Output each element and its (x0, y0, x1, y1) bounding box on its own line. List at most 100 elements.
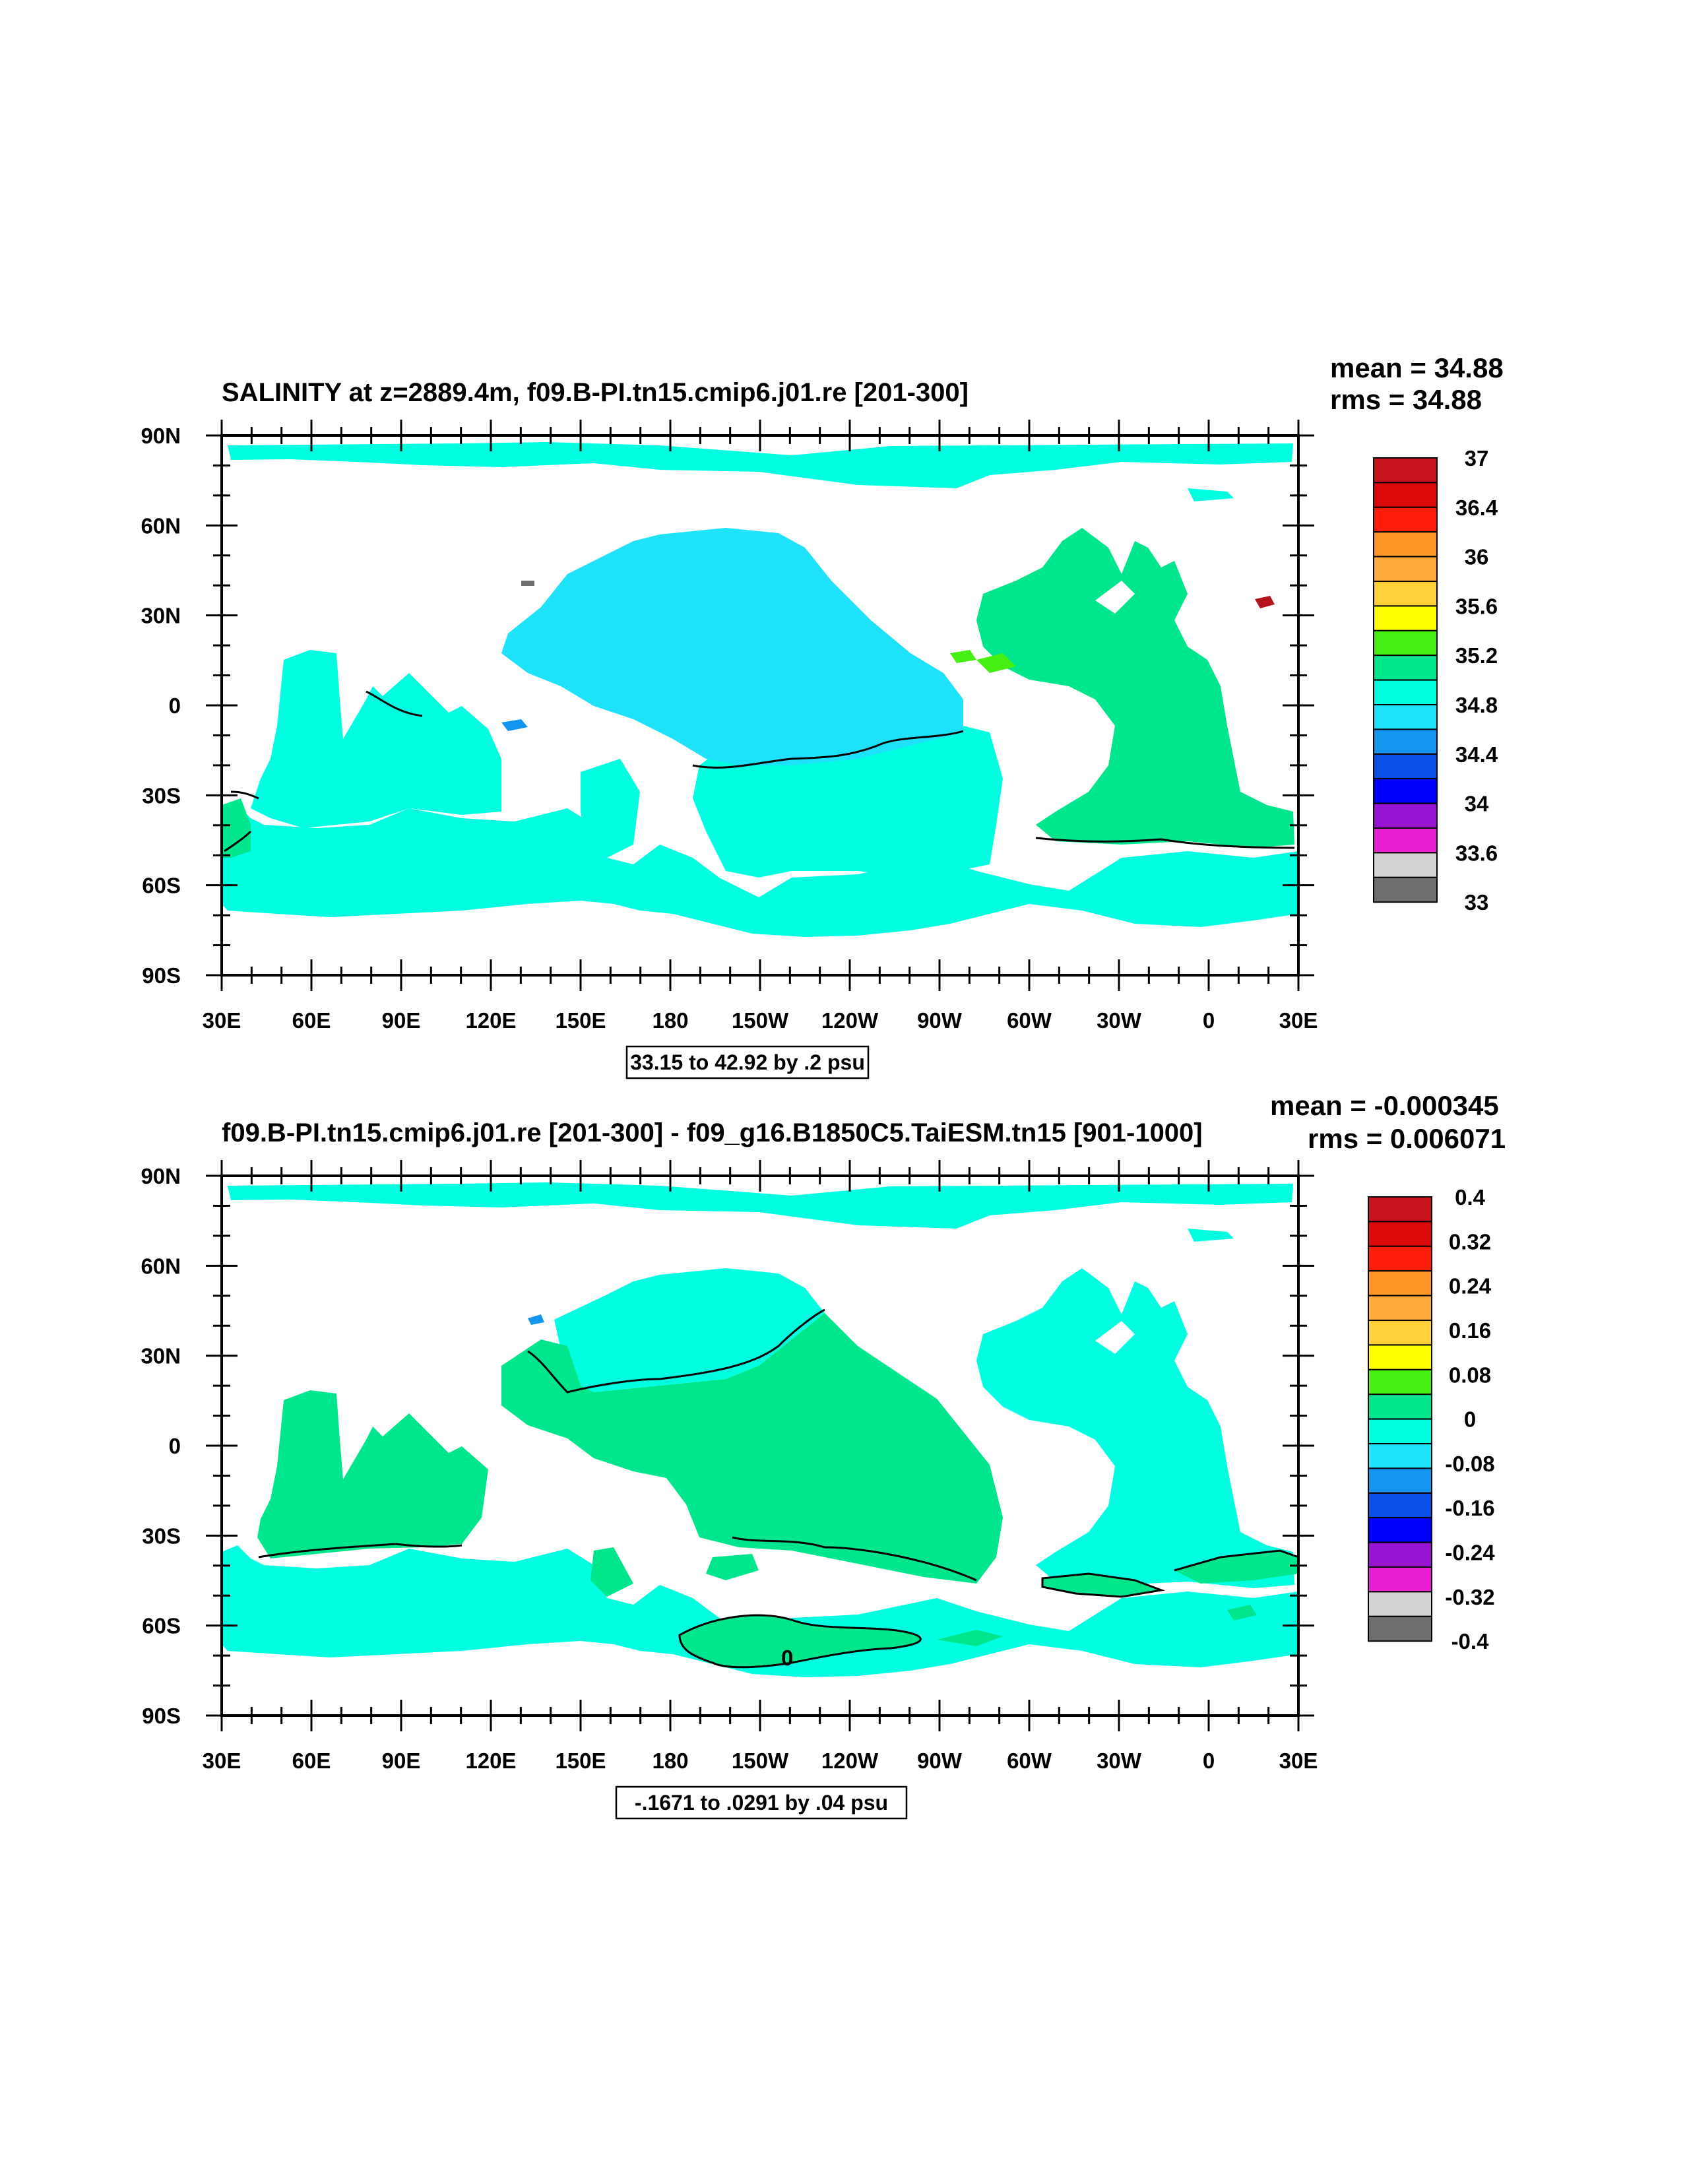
colorbar-label: 0 (1464, 1407, 1476, 1432)
mediterranean-patch (1255, 596, 1275, 608)
panel-2: f09.B-PI.tn15.cmip6.j01.re [201-300] - f… (141, 1090, 1506, 1820)
panel-2-lon-labels: 30E 60E 90E 120E 150E 180 150W 120W 90W 60W 30W 0 30… (203, 1749, 1318, 1773)
south-pacific-west (581, 759, 640, 858)
colorbar-box (1368, 1418, 1432, 1445)
north-pacific (501, 528, 963, 765)
southern-ocean (222, 805, 1298, 937)
panel-1-colorbar-labels: 37 36.4 36 35.6 35.2 34.8 34.4 34 33.6 33 (1455, 446, 1498, 915)
colorbar-box (1368, 1492, 1432, 1519)
colorbar-box (1373, 629, 1438, 657)
colorbar-box (1368, 1295, 1432, 1321)
colorbar-box (1368, 1344, 1432, 1370)
colorbar-box (1373, 605, 1438, 631)
colorbar-box (1368, 1245, 1432, 1272)
panel-1-lon-labels: 30E 60E 90E 120E 150E 180 150W 120W 90W 60W 30W 0 30… (203, 1008, 1318, 1033)
colorbar-box (1373, 778, 1438, 804)
southern-ocean-2 (222, 1545, 1298, 1677)
colorbar-box (1373, 556, 1438, 582)
colorbar-box (1373, 704, 1438, 730)
colorbar-label: -0.4 (1451, 1629, 1490, 1654)
lon-label: 150W (732, 1008, 789, 1033)
lon-label: 30E (1279, 1008, 1318, 1033)
panel-2-colorbar (1368, 1196, 1432, 1642)
lat-label: 60N (141, 513, 181, 538)
colorbar-label: -0.08 (1445, 1452, 1494, 1476)
panel-2-map: 0 (222, 1176, 1298, 1716)
colorbar-label: -0.32 (1445, 1585, 1494, 1609)
colorbar-label: 36 (1465, 545, 1489, 569)
panel-2-colorbar-labels: 0.4 0.32 0.24 0.16 0.08 0 -0.08 -0.16 -0.24 -0.32… (1445, 1185, 1495, 1654)
atlantic-ocean (976, 528, 1294, 848)
lon-label: 30E (203, 1749, 241, 1773)
indian-ocean (251, 650, 501, 828)
north-pacific-2 (554, 1268, 825, 1392)
colorbar-box (1368, 1443, 1432, 1469)
lon-label: 60W (1007, 1008, 1052, 1033)
lon-label: 120E (465, 1749, 516, 1773)
blue-patch (501, 719, 528, 731)
lon-label: 60E (292, 1008, 331, 1033)
colorbar-box (1373, 679, 1438, 705)
colorbar-label: 0.24 (1449, 1274, 1492, 1299)
panel-2-info-box (615, 1785, 908, 1820)
panel-2-rms: rms = 0.006071 (1308, 1123, 1506, 1154)
colorbar-box (1373, 728, 1438, 755)
colorbar-label: -0.16 (1445, 1496, 1494, 1520)
caribbean-patch (950, 650, 976, 663)
panel-1-lat-labels: 90N 60N 30N 0 30S 60S 90S (141, 424, 181, 988)
lon-label: 180 (652, 1008, 688, 1033)
lat-label: 0 (169, 693, 181, 718)
colorbar-label: 36.4 (1455, 496, 1498, 520)
pacific-green (501, 1313, 1003, 1584)
panel-1: SALINITY at z=2889.4m, f09.B-PI.tn15.cmi… (141, 352, 1504, 1079)
panel-1-colorbar (1373, 457, 1438, 903)
colorbar-box (1373, 482, 1438, 508)
lon-label: 30E (1279, 1749, 1318, 1773)
lon-label: 150E (555, 1749, 606, 1773)
colorbar-label: 37 (1465, 446, 1489, 470)
lat-label: 30S (142, 1524, 181, 1548)
colorbar-label: 35.6 (1455, 594, 1498, 618)
zero-contour-2 (258, 1308, 1298, 1669)
lat-label: 60S (142, 874, 181, 898)
colorbar-box (1368, 1320, 1432, 1346)
colorbar-box (1368, 1196, 1432, 1223)
lon-label: 120W (821, 1749, 879, 1773)
atlantic-ocean-2 (976, 1268, 1294, 1588)
colorbar-label: 35.2 (1455, 643, 1498, 668)
lat-label: 90S (142, 963, 181, 988)
colorbar-box (1368, 1394, 1432, 1420)
colorbar-label: 0.4 (1455, 1185, 1486, 1209)
panel-1-map (222, 435, 1298, 975)
panel-2-lat-labels: 90N 60N 30N 0 30S 60S 90S (141, 1164, 181, 1728)
lon-label: 120E (465, 1008, 516, 1033)
panel-2-mean: mean = -0.000345 (1270, 1090, 1499, 1121)
panel-2-info-text: -.1671 to .0291 by .04 psu (635, 1791, 888, 1815)
colorbar-box (1368, 1591, 1432, 1617)
colorbar-box (1368, 1517, 1432, 1543)
lat-label: 90N (141, 1164, 181, 1188)
colorbar-label: 34.4 (1455, 742, 1498, 767)
arctic-ocean-2 (228, 1182, 1293, 1229)
colorbar-box (1368, 1566, 1432, 1593)
colorbar-box (1373, 753, 1438, 780)
gulf-patch (976, 653, 1016, 673)
colorbar-label: 33 (1465, 890, 1489, 915)
colorbar-label: 33.6 (1455, 841, 1498, 865)
colorbar-box (1368, 1467, 1432, 1494)
panel-1-rms: rms = 34.88 (1330, 384, 1482, 415)
colorbar-box (1373, 852, 1438, 878)
lat-label: 30S (142, 783, 181, 808)
colorbar-box (1368, 1368, 1432, 1396)
colorbar-box (1373, 827, 1438, 854)
panel-1-info-box (625, 1045, 870, 1079)
colorbar-label: -0.24 (1445, 1541, 1495, 1565)
lon-label: 30W (1097, 1749, 1142, 1773)
lon-label: 90W (917, 1008, 963, 1033)
lon-label: 150E (555, 1008, 606, 1033)
lon-label: 30E (203, 1008, 241, 1033)
lon-label: 150W (732, 1749, 789, 1773)
colorbar-box (1373, 655, 1438, 681)
arctic-ocean (228, 442, 1293, 488)
colorbar-box (1373, 457, 1438, 484)
